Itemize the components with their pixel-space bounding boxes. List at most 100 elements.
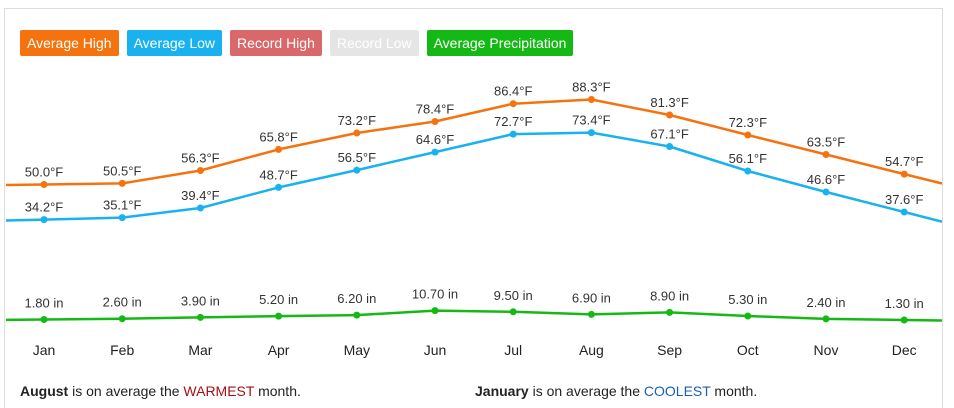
average-high-point[interactable] bbox=[196, 167, 204, 174]
average-low-data-label: 72.7°F bbox=[494, 114, 533, 129]
average-high-point[interactable] bbox=[40, 181, 48, 188]
legend-average-high[interactable]: Average High bbox=[20, 30, 119, 56]
legend-record-high[interactable]: Record High bbox=[230, 30, 322, 56]
average-low-point[interactable] bbox=[275, 183, 283, 191]
average-low-data-label: 46.6°F bbox=[807, 172, 846, 187]
x-tick-label: Nov bbox=[814, 342, 839, 358]
average-precipitation-data-label: 1.80 in bbox=[24, 296, 63, 311]
average-precipitation-data-label: 3.90 in bbox=[181, 293, 220, 308]
coolest-suffix: month. bbox=[710, 383, 758, 399]
average-high-point[interactable] bbox=[822, 151, 830, 158]
average-precipitation-data-label: 8.90 in bbox=[650, 288, 689, 303]
warmest-note: August is on average the WARMEST month. bbox=[20, 383, 301, 399]
x-tick-label: Sep bbox=[657, 342, 682, 358]
average-high-data-label: 65.8°F bbox=[259, 129, 298, 144]
average-high-point[interactable] bbox=[587, 96, 595, 103]
average-precipitation-point[interactable] bbox=[118, 315, 126, 323]
average-high-point[interactable] bbox=[118, 179, 126, 187]
average-precipitation-point[interactable] bbox=[40, 316, 48, 323]
average-low-point[interactable] bbox=[353, 166, 361, 174]
average-low-point[interactable] bbox=[587, 129, 595, 137]
average-precipitation-point[interactable] bbox=[196, 313, 204, 321]
average-precipitation-point[interactable] bbox=[666, 308, 674, 316]
average-low-point[interactable] bbox=[900, 208, 908, 216]
average-low-data-label: 48.7°F bbox=[259, 167, 298, 182]
average-low-data-label: 34.2°F bbox=[25, 200, 64, 215]
average-low-data-label: 56.1°F bbox=[729, 151, 768, 166]
average-high-data-label: 86.4°F bbox=[494, 84, 533, 99]
average-high-point[interactable] bbox=[353, 129, 361, 137]
average-precipitation-data-label: 5.20 in bbox=[259, 292, 298, 307]
average-low-point[interactable] bbox=[509, 130, 517, 138]
climate-chart: 50.0°F 50.5°F 56.3°F 65.8°F 73.2°F 78.4°F 86.4… bbox=[5, 80, 943, 358]
legend-record-low[interactable]: Record Low bbox=[329, 30, 419, 56]
warmest-suffix: month. bbox=[254, 383, 301, 399]
average-precipitation-line bbox=[5, 309, 943, 322]
average-high-data-label: 73.2°F bbox=[338, 113, 377, 128]
average-low-data-label: 73.4°F bbox=[572, 113, 611, 128]
warmest-month: August bbox=[20, 383, 69, 399]
average-high-data-label: 78.4°F bbox=[416, 102, 455, 117]
average-precipitation-point[interactable] bbox=[509, 308, 517, 316]
warmest-prefix: is on average the bbox=[68, 383, 184, 399]
average-high-point[interactable] bbox=[275, 145, 283, 153]
warmest-word: WARMEST bbox=[183, 383, 255, 399]
average-precipitation-data-label: 5.30 in bbox=[728, 292, 767, 307]
average-low-point[interactable] bbox=[431, 148, 439, 156]
x-tick-label: Jul bbox=[504, 342, 522, 358]
average-low-data-label: 39.4°F bbox=[181, 188, 220, 203]
x-tick-label: Apr bbox=[268, 342, 290, 358]
average-low-line bbox=[5, 131, 943, 223]
average-precipitation-point[interactable] bbox=[275, 312, 283, 320]
chart-legend: Average High Average Low Record High Rec… bbox=[20, 30, 574, 56]
average-high-data-label: 63.5°F bbox=[807, 135, 846, 150]
legend-average-low[interactable]: Average Low bbox=[126, 30, 223, 56]
average-high-data-label: 54.7°F bbox=[885, 154, 924, 169]
average-low-data-label: 56.5°F bbox=[338, 150, 377, 165]
average-precipitation-data-label: 10.70 in bbox=[412, 287, 458, 302]
average-high-data-label: 88.3°F bbox=[572, 80, 611, 95]
legend-average-precipitation[interactable]: Average Precipitation bbox=[426, 30, 574, 56]
x-tick-label: Dec bbox=[892, 342, 917, 358]
average-precipitation-data-label: 6.90 in bbox=[572, 290, 611, 305]
x-tick-label: Oct bbox=[737, 342, 759, 358]
x-tick-label: Aug bbox=[579, 342, 604, 358]
average-high-point[interactable] bbox=[744, 131, 752, 139]
average-high-point[interactable] bbox=[666, 111, 674, 119]
average-low-point[interactable] bbox=[666, 143, 674, 150]
average-high-line bbox=[5, 98, 943, 187]
average-precipitation-data-label: 2.40 in bbox=[806, 295, 845, 310]
average-low-data-label: 64.6°F bbox=[416, 132, 455, 147]
average-high-data-label: 81.3°F bbox=[650, 95, 689, 110]
average-precipitation-point[interactable] bbox=[822, 315, 830, 323]
average-precipitation-point[interactable] bbox=[587, 310, 595, 318]
x-tick-label: Feb bbox=[110, 342, 134, 358]
average-low-data-label: 35.1°F bbox=[103, 198, 142, 213]
average-low-point[interactable] bbox=[822, 188, 830, 196]
coolest-word: COOLEST bbox=[643, 383, 711, 399]
average-low-data-label: 67.1°F bbox=[650, 127, 689, 142]
average-precipitation-data-label: 6.20 in bbox=[337, 291, 376, 306]
chart-frame bbox=[4, 8, 943, 408]
average-high-point[interactable] bbox=[431, 118, 439, 125]
average-high-point[interactable] bbox=[509, 100, 517, 108]
average-low-point[interactable] bbox=[196, 204, 204, 212]
coolest-note: January is on average the COOLEST month. bbox=[475, 383, 757, 399]
average-high-data-label: 72.3°F bbox=[729, 115, 768, 130]
average-low-data-label: 37.6°F bbox=[885, 192, 924, 207]
average-low-point[interactable] bbox=[40, 216, 48, 224]
x-tick-label: Mar bbox=[188, 342, 212, 358]
average-precipitation-point[interactable] bbox=[431, 307, 439, 315]
average-low-point[interactable] bbox=[118, 214, 126, 222]
coolest-month: January bbox=[475, 383, 529, 399]
average-precipitation-point[interactable] bbox=[900, 316, 908, 324]
average-precipitation-point[interactable] bbox=[353, 311, 361, 319]
average-precipitation-data-label: 9.50 in bbox=[494, 288, 533, 303]
average-high-data-label: 56.3°F bbox=[181, 151, 220, 166]
average-low-point[interactable] bbox=[744, 167, 752, 175]
x-tick-label: May bbox=[344, 342, 370, 358]
average-high-point[interactable] bbox=[900, 170, 908, 178]
average-precipitation-data-label: 1.30 in bbox=[885, 296, 924, 311]
average-precipitation-data-label: 2.60 in bbox=[103, 295, 142, 310]
average-precipitation-point[interactable] bbox=[744, 312, 752, 320]
